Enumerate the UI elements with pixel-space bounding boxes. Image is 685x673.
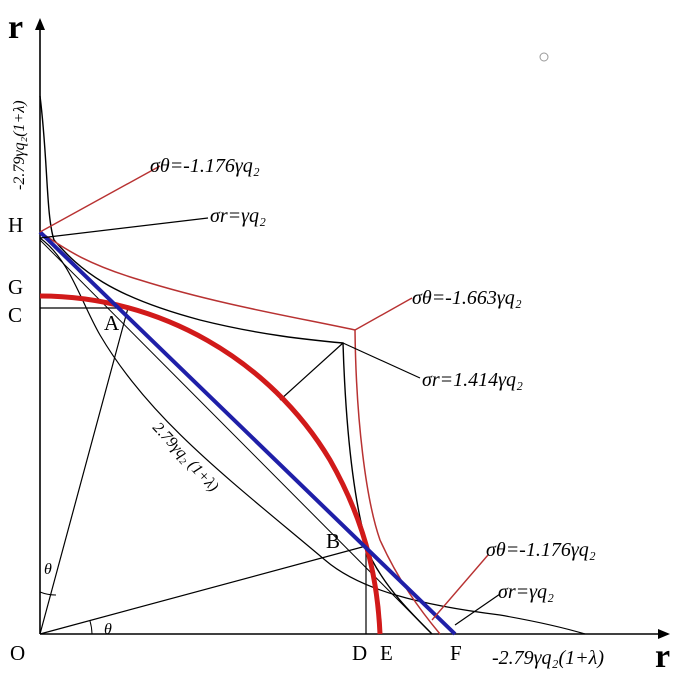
y-axis-end-label: -2.79γq₂(1+λ): [11, 100, 28, 190]
annotation-top-sigma-theta: σθ=-1.176γq₂: [150, 155, 260, 177]
point-O: O: [10, 641, 25, 665]
line-mid-link: [279, 342, 344, 401]
theta-label-vertical: θ: [44, 561, 52, 578]
leader-mid-sigma-r: [342, 342, 421, 379]
point-B: B: [326, 529, 340, 553]
leader-bot-sigma-r: [454, 593, 501, 626]
annotation-mid-sigma-theta: σθ=-1.663γq₂: [412, 287, 522, 309]
angle-arc-vertical: [39, 591, 57, 596]
inner-curve-left: [39, 237, 586, 635]
line-O-A: [39, 307, 129, 635]
leader-mid-sigma-theta: [354, 297, 413, 331]
decor-circle: [539, 52, 549, 62]
leader-top-sigma-r: [39, 217, 209, 239]
annotation-top-sigma-r: σr=γq₂: [210, 205, 266, 227]
y-axis-label: r: [8, 9, 23, 46]
annotation-bot-sigma-r: σr=γq₂: [498, 581, 554, 603]
x-axis-end-label: -2.79γq₂(1+λ): [492, 647, 604, 669]
annotation-mid-sigma-r: σr=1.414γq₂: [422, 369, 523, 391]
diagonal-label: 2.79γq₂ (1+λ): [149, 419, 222, 495]
angle-arc-horizontal: [89, 620, 93, 635]
leader-top-sigma-theta: [39, 165, 161, 233]
line-diagonal-thin: [39, 239, 433, 635]
point-G: G: [8, 275, 23, 299]
point-D: D: [352, 641, 367, 665]
line-O-B: [39, 545, 367, 635]
leader-bot-sigma-theta: [431, 554, 489, 621]
point-H: H: [8, 213, 23, 237]
point-A: A: [104, 311, 120, 335]
blue-line-H-F: [38, 230, 457, 636]
point-C: C: [8, 303, 22, 327]
annotation-bot-sigma-theta: σθ=-1.176γq₂: [486, 539, 596, 561]
red-arc-G-E: [39, 293, 383, 635]
point-E: E: [380, 641, 393, 665]
theta-label-horizontal: θ: [104, 621, 112, 638]
point-F: F: [450, 641, 462, 665]
x-axis-label: r: [655, 638, 670, 673]
